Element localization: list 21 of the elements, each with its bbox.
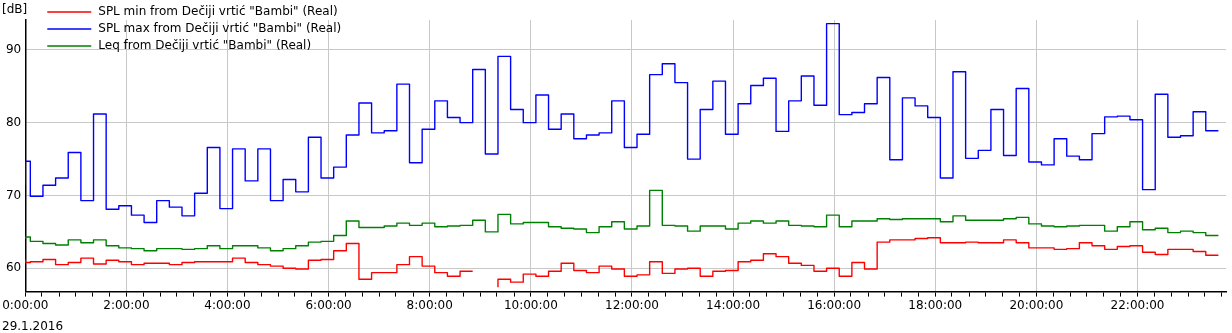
- x-tick-label: 8:00:00: [406, 297, 453, 312]
- x-tick-label: 12:00:00: [605, 297, 659, 312]
- y-axis-title: [dB]: [2, 2, 28, 16]
- x-tick-label: 14:00:00: [706, 297, 761, 312]
- x-tick-label: 6:00:00: [305, 297, 352, 312]
- legend-label: SPL min from Dečiji vrtić "Bambi" (Real): [98, 4, 338, 19]
- x-tick-label: 10:00:00: [503, 297, 558, 312]
- x-tick-label: 4:00:00: [204, 297, 251, 312]
- y-tick-label: 90: [5, 41, 22, 56]
- x-tick-label: 2:00:00: [103, 297, 150, 312]
- y-tick-label: 70: [5, 187, 22, 202]
- x-tick-label: 0:00:00: [2, 297, 49, 312]
- legend-label: SPL max from Dečiji vrtić "Bambi" (Real): [98, 21, 342, 36]
- legend-label: Leq from Dečiji vrtić "Bambi" (Real): [98, 38, 312, 53]
- y-tick-label: 80: [5, 114, 22, 129]
- y-tick-label: 60: [5, 260, 22, 275]
- x-tick-label: 20:00:00: [1009, 297, 1064, 312]
- x-tick-label: 22:00:00: [1110, 297, 1165, 312]
- x-tick-label: 16:00:00: [807, 297, 862, 312]
- x-tick-label: 18:00:00: [908, 297, 963, 312]
- text: 29.1.2016: [2, 319, 64, 333]
